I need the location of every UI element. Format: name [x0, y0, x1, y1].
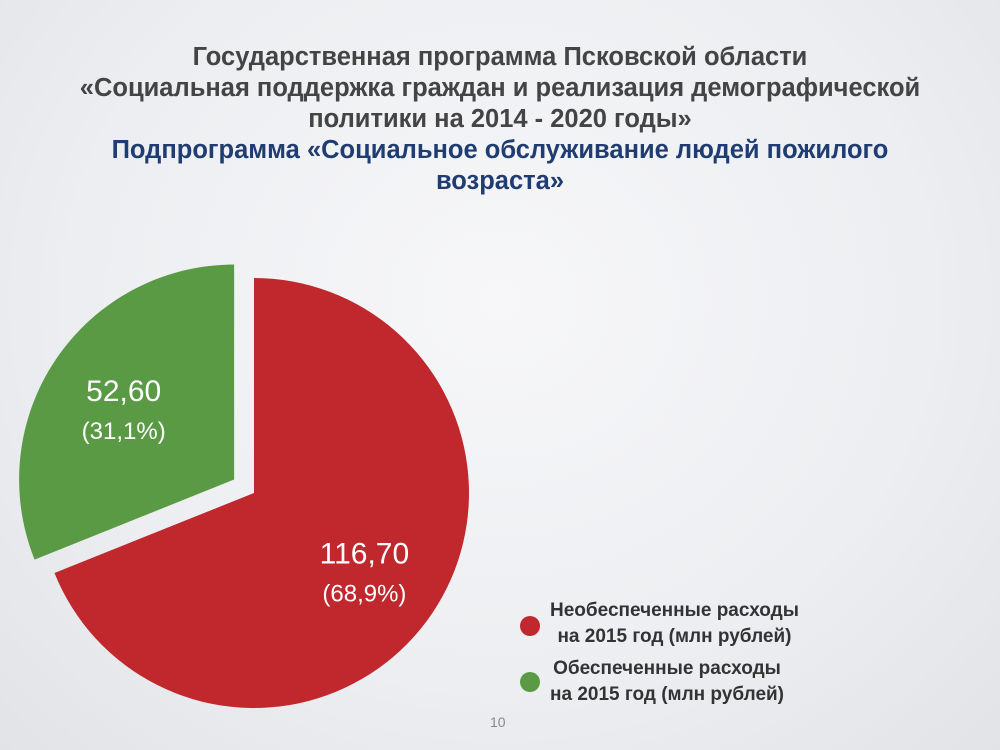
chart-legend: Необеспеченные расходы на 2015 год (млн …: [520, 598, 880, 714]
page-number: 10: [490, 714, 506, 730]
pie-slice-unfunded: [54, 278, 469, 708]
slice-percent-label-funded: (31,1%): [82, 418, 166, 445]
legend-label-unfunded: Необеспеченные расходы на 2015 год (млн …: [550, 600, 799, 647]
title-line-2: «Социальная поддержка граждан и реализац…: [79, 74, 921, 102]
title-line-1: Государственная программа Псковской обла…: [192, 43, 808, 71]
legend-dot-funded: [520, 672, 540, 692]
legend-label-funded: Обеспеченные расходы на 2015 год (млн ру…: [550, 658, 785, 705]
slice-value-label-funded: 52,60: [86, 375, 161, 408]
slide-title: Государственная программа Псковской обла…: [0, 42, 1000, 197]
legend-item-funded: Обеспеченные расходы на 2015 год (млн ру…: [520, 656, 880, 714]
legend-item-unfunded: Необеспеченные расходы на 2015 год (млн …: [520, 598, 880, 656]
slice-percent-label-unfunded: (68,9%): [322, 581, 406, 608]
pie-slice-funded: [19, 264, 235, 560]
slice-value-label-unfunded: 116,70: [320, 538, 410, 571]
title-line-3: политики на 2014 - 2020 годы»: [308, 105, 692, 133]
subtitle-line-2: возраста»: [435, 167, 565, 195]
legend-dot-unfunded: [520, 616, 540, 636]
subtitle-line-1: Подпрограмма «Социальное обслуживание лю…: [111, 136, 889, 164]
